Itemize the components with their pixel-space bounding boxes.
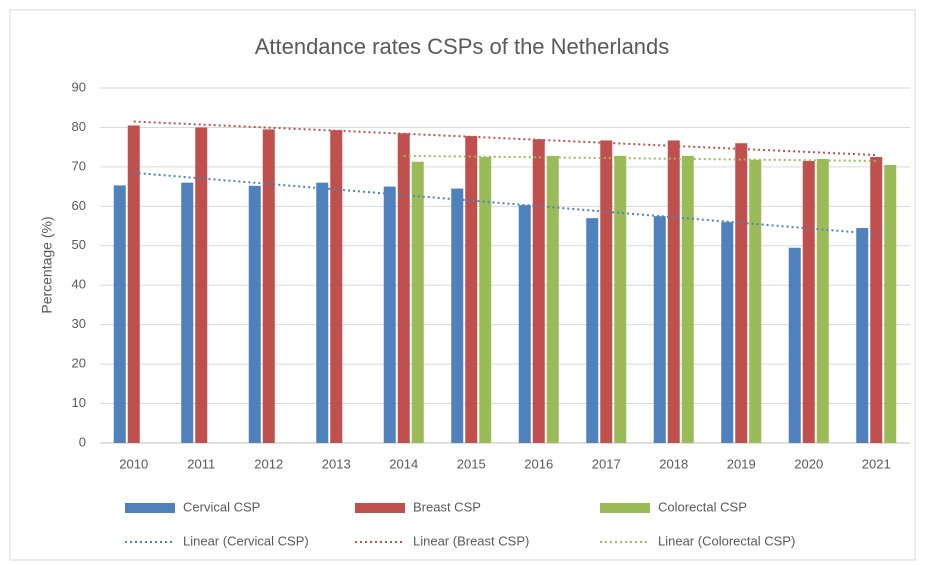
trend-line: [133, 120, 877, 157]
y-tick-label: 0: [79, 434, 86, 449]
y-tick-label: 80: [72, 119, 86, 134]
bar: [884, 164, 897, 443]
bar: [802, 160, 815, 443]
bar: [721, 222, 734, 443]
x-tick-label: 2016: [524, 456, 553, 471]
bar: [735, 143, 748, 443]
bar: [586, 218, 599, 443]
legend-swatch: [355, 503, 405, 513]
bar: [681, 155, 694, 443]
bar: [113, 185, 126, 443]
bar: [262, 129, 275, 443]
bar: [816, 159, 829, 443]
bar: [518, 205, 531, 443]
legend-label: Linear (Cervical CSP): [183, 533, 309, 548]
bar: [397, 133, 410, 443]
y-tick-label: 50: [72, 237, 86, 252]
bar: [451, 188, 464, 443]
y-axis-label: Percentage (%): [39, 216, 55, 313]
bar: [856, 228, 869, 443]
legend-swatch: [600, 503, 650, 513]
bar: [195, 127, 208, 443]
bar: [546, 155, 559, 443]
legend-label: Breast CSP: [413, 499, 481, 514]
trend-line: [403, 154, 877, 162]
bar: [653, 216, 666, 443]
x-tick-label: 2021: [862, 456, 891, 471]
legend-swatch: [125, 503, 175, 513]
bar: [600, 140, 613, 443]
bar: [383, 186, 396, 443]
y-tick-label: 90: [72, 79, 86, 94]
bar: [465, 136, 478, 443]
chart-title: Attendance rates CSPs of the Netherlands: [255, 34, 670, 59]
y-tick-label: 20: [72, 356, 86, 371]
bar: [181, 182, 194, 443]
legend-label: Colorectal CSP: [658, 499, 747, 514]
bar: [614, 155, 627, 443]
y-tick-label: 10: [72, 395, 86, 410]
bar: [479, 157, 492, 443]
bar: [411, 161, 424, 443]
x-tick-label: 2017: [592, 456, 621, 471]
x-tick-label: 2020: [794, 456, 823, 471]
x-tick-label: 2012: [254, 456, 283, 471]
y-tick-label: 40: [72, 277, 86, 292]
legend-label: Cervical CSP: [183, 499, 260, 514]
x-tick-label: 2011: [187, 456, 215, 471]
y-tick-label: 60: [72, 198, 86, 213]
x-tick-label: 2018: [659, 456, 688, 471]
bar: [330, 130, 343, 443]
x-tick-label: 2019: [727, 456, 756, 471]
x-tick-label: 2015: [457, 456, 486, 471]
legend-label: Linear (Colorectal CSP): [658, 533, 795, 548]
bar: [667, 140, 680, 443]
x-tick-label: 2010: [119, 456, 148, 471]
x-tick-label: 2013: [322, 456, 351, 471]
bar: [870, 157, 883, 443]
y-tick-label: 30: [72, 316, 86, 331]
y-tick-label: 70: [72, 158, 86, 173]
bar: [248, 185, 261, 444]
bar: [749, 159, 762, 444]
bar: [788, 247, 801, 443]
bar: [127, 125, 140, 443]
bar: [316, 182, 329, 443]
bar: [532, 139, 545, 443]
trend-line: [133, 171, 877, 235]
legend-label: Linear (Breast CSP): [413, 533, 529, 548]
x-tick-label: 2014: [389, 456, 418, 471]
